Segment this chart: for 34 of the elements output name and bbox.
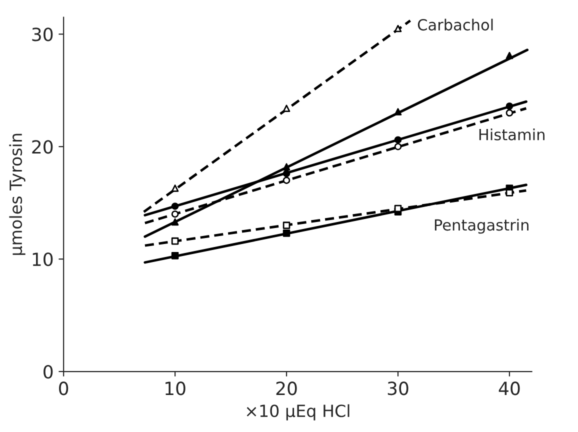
point [282, 163, 290, 170]
y-tick-label: 0 [44, 364, 53, 379]
point [282, 104, 290, 112]
y-axis-title: µmoles Tyrosin [9, 134, 26, 255]
x-tick-label: 10 [166, 382, 186, 396]
point [282, 230, 290, 237]
y-tick-label: 20 [32, 140, 53, 154]
point [394, 24, 402, 32]
point [171, 210, 179, 218]
point [506, 52, 514, 60]
annotation: Pentagastrin [434, 218, 528, 234]
point [171, 218, 179, 226]
x-axis-title: ×10 µEq HCl [246, 404, 350, 420]
point [394, 108, 402, 116]
annotation: Histamin [479, 128, 544, 140]
point [171, 202, 179, 210]
annotation: Carbachol [418, 18, 493, 31]
point [282, 176, 290, 184]
x-tick-label: 40 [498, 382, 520, 396]
point [506, 109, 514, 117]
point [394, 142, 402, 150]
y-tick-label: 10 [32, 252, 53, 266]
point [282, 170, 290, 178]
point [506, 189, 514, 196]
point [282, 222, 290, 229]
point [171, 252, 179, 260]
point [394, 204, 402, 212]
point [506, 102, 514, 110]
point [171, 237, 179, 245]
x-tick-label: 30 [388, 382, 408, 396]
point [394, 136, 402, 144]
x-tick-label: 20 [276, 382, 297, 396]
y-tick-label: 30 [32, 28, 53, 42]
x-tick-label: 0 [59, 382, 68, 396]
